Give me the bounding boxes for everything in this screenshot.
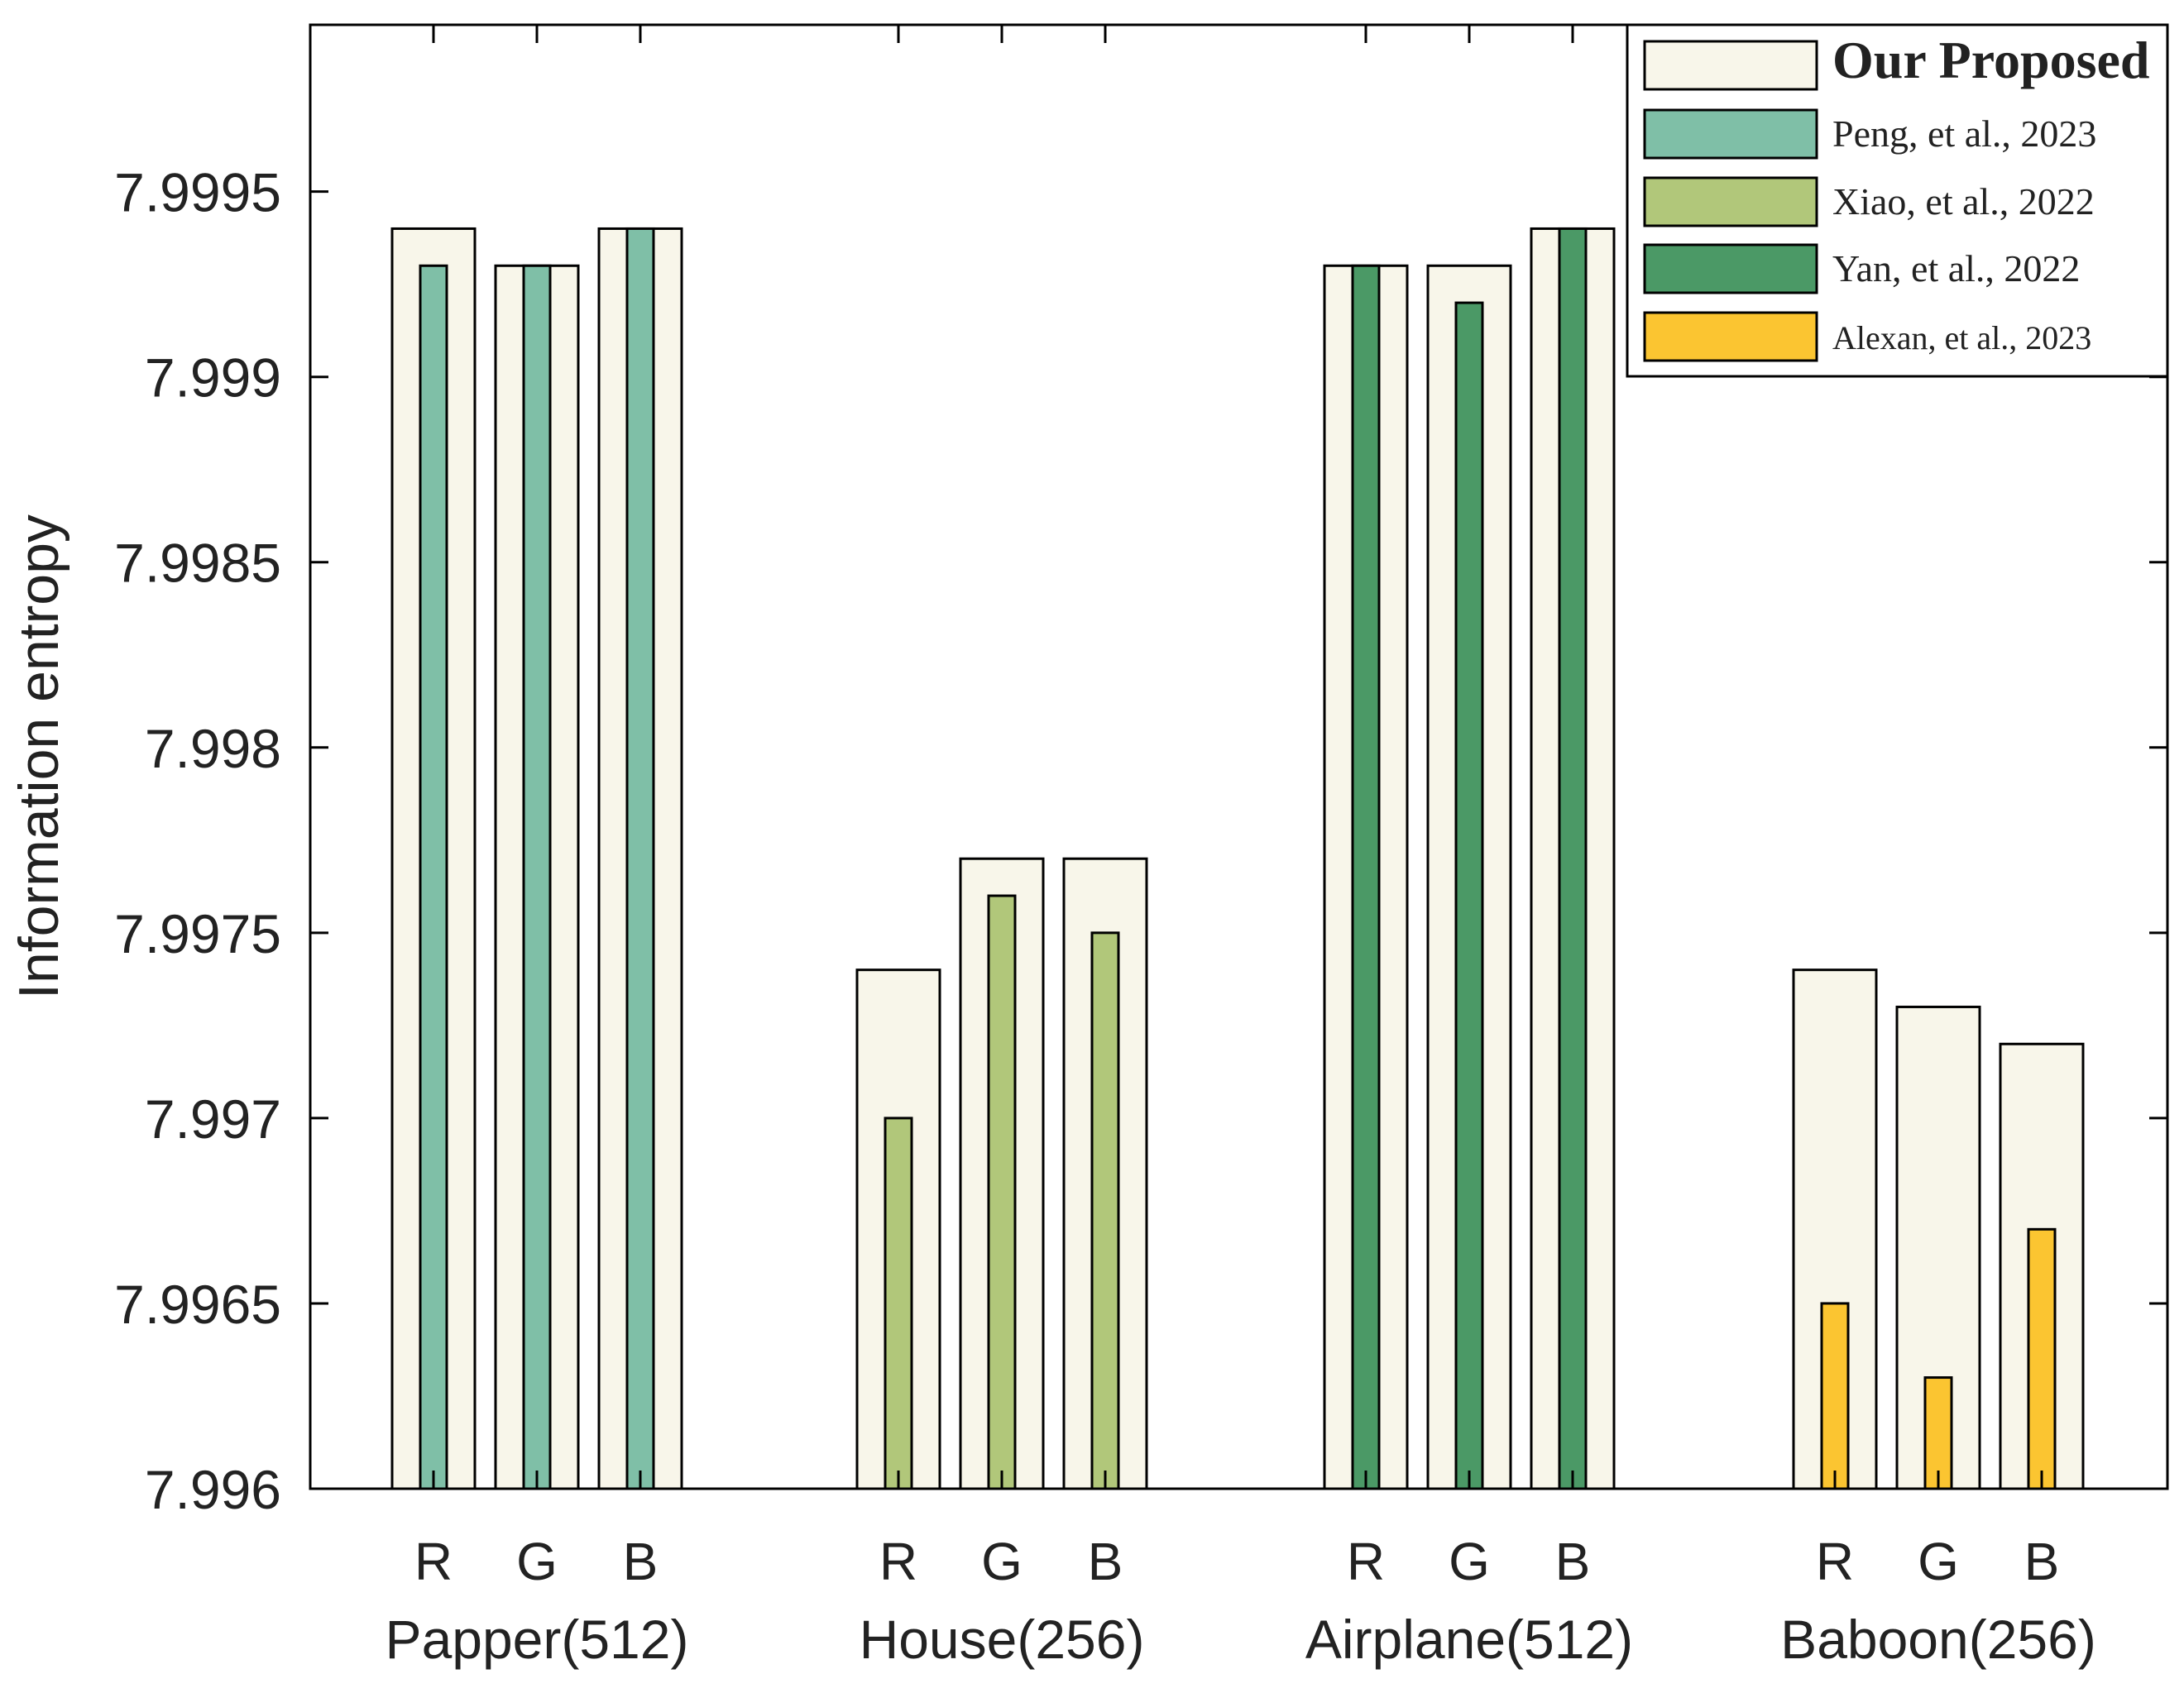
y-tick-label: 7.999 [145,347,281,409]
y-tick-label: 7.998 [145,718,281,779]
channel-label: G [1918,1532,1959,1591]
channel-label: R [879,1532,917,1591]
channel-label: B [1555,1532,1591,1591]
legend-label: Yan, et al., 2022 [1832,247,2080,289]
y-tick-label: 7.997 [145,1088,281,1150]
channel-label: G [516,1532,558,1591]
plot-frame [309,23,2169,1490]
y-tick-label: 7.9965 [114,1274,281,1335]
legend-label: Xiao, et al., 2022 [1832,180,2095,222]
channel-label: G [981,1532,1023,1591]
y-tick-label: 7.9975 [114,903,281,964]
legend-swatch [1643,40,1818,91]
channel-label: B [2024,1532,2060,1591]
bar-comparison-b [1090,931,1120,1490]
bar-comparison-r [419,264,448,1490]
y-axis-label: Information entropy [7,514,70,999]
bar-comparison-g [522,264,552,1490]
channel-label: B [1088,1532,1123,1591]
channel-label: B [623,1532,659,1591]
group-label: Baboon(256) [1780,1609,2096,1670]
bar-comparison-g [1454,301,1484,1490]
channel-label: R [414,1532,453,1591]
legend-swatch [1643,243,1818,294]
y-tick-label: 7.9995 [114,162,281,223]
bar-comparison-b [625,227,655,1490]
channel-label: G [1449,1532,1490,1591]
axes: R G B Papper(512) R G B House(256) R G B Airplane(5… [7,23,2169,1670]
legend-swatch [1643,176,1818,227]
bar-comparison-r [1351,264,1381,1490]
legend: Our Proposed Peng, et al., 2023 Xiao, et a… [1626,23,2169,378]
legend-label: Peng, et al., 2023 [1832,112,2096,155]
bar-comparison-b [2027,1227,2057,1490]
group-label: House(256) [860,1609,1145,1670]
group-label: Airplane(512) [1305,1609,1633,1670]
legend-label: Alexan, et al., 2023 [1832,319,2091,356]
channel-label: R [1816,1532,1854,1591]
bar-comparison-r [1820,1302,1850,1490]
bar-comparison-g [987,894,1017,1490]
bar-comparison-r [884,1117,913,1490]
legend-swatch [1643,311,1818,362]
channel-label: R [1347,1532,1385,1591]
legend-label: Our Proposed [1832,31,2149,89]
plot-area [390,227,2085,1490]
bar-comparison-b [1558,227,1588,1490]
group-label: Papper(512) [386,1609,689,1670]
y-tick-label: 7.9985 [114,533,281,594]
y-tick-label: 7.996 [145,1459,281,1520]
legend-swatch [1643,108,1818,160]
